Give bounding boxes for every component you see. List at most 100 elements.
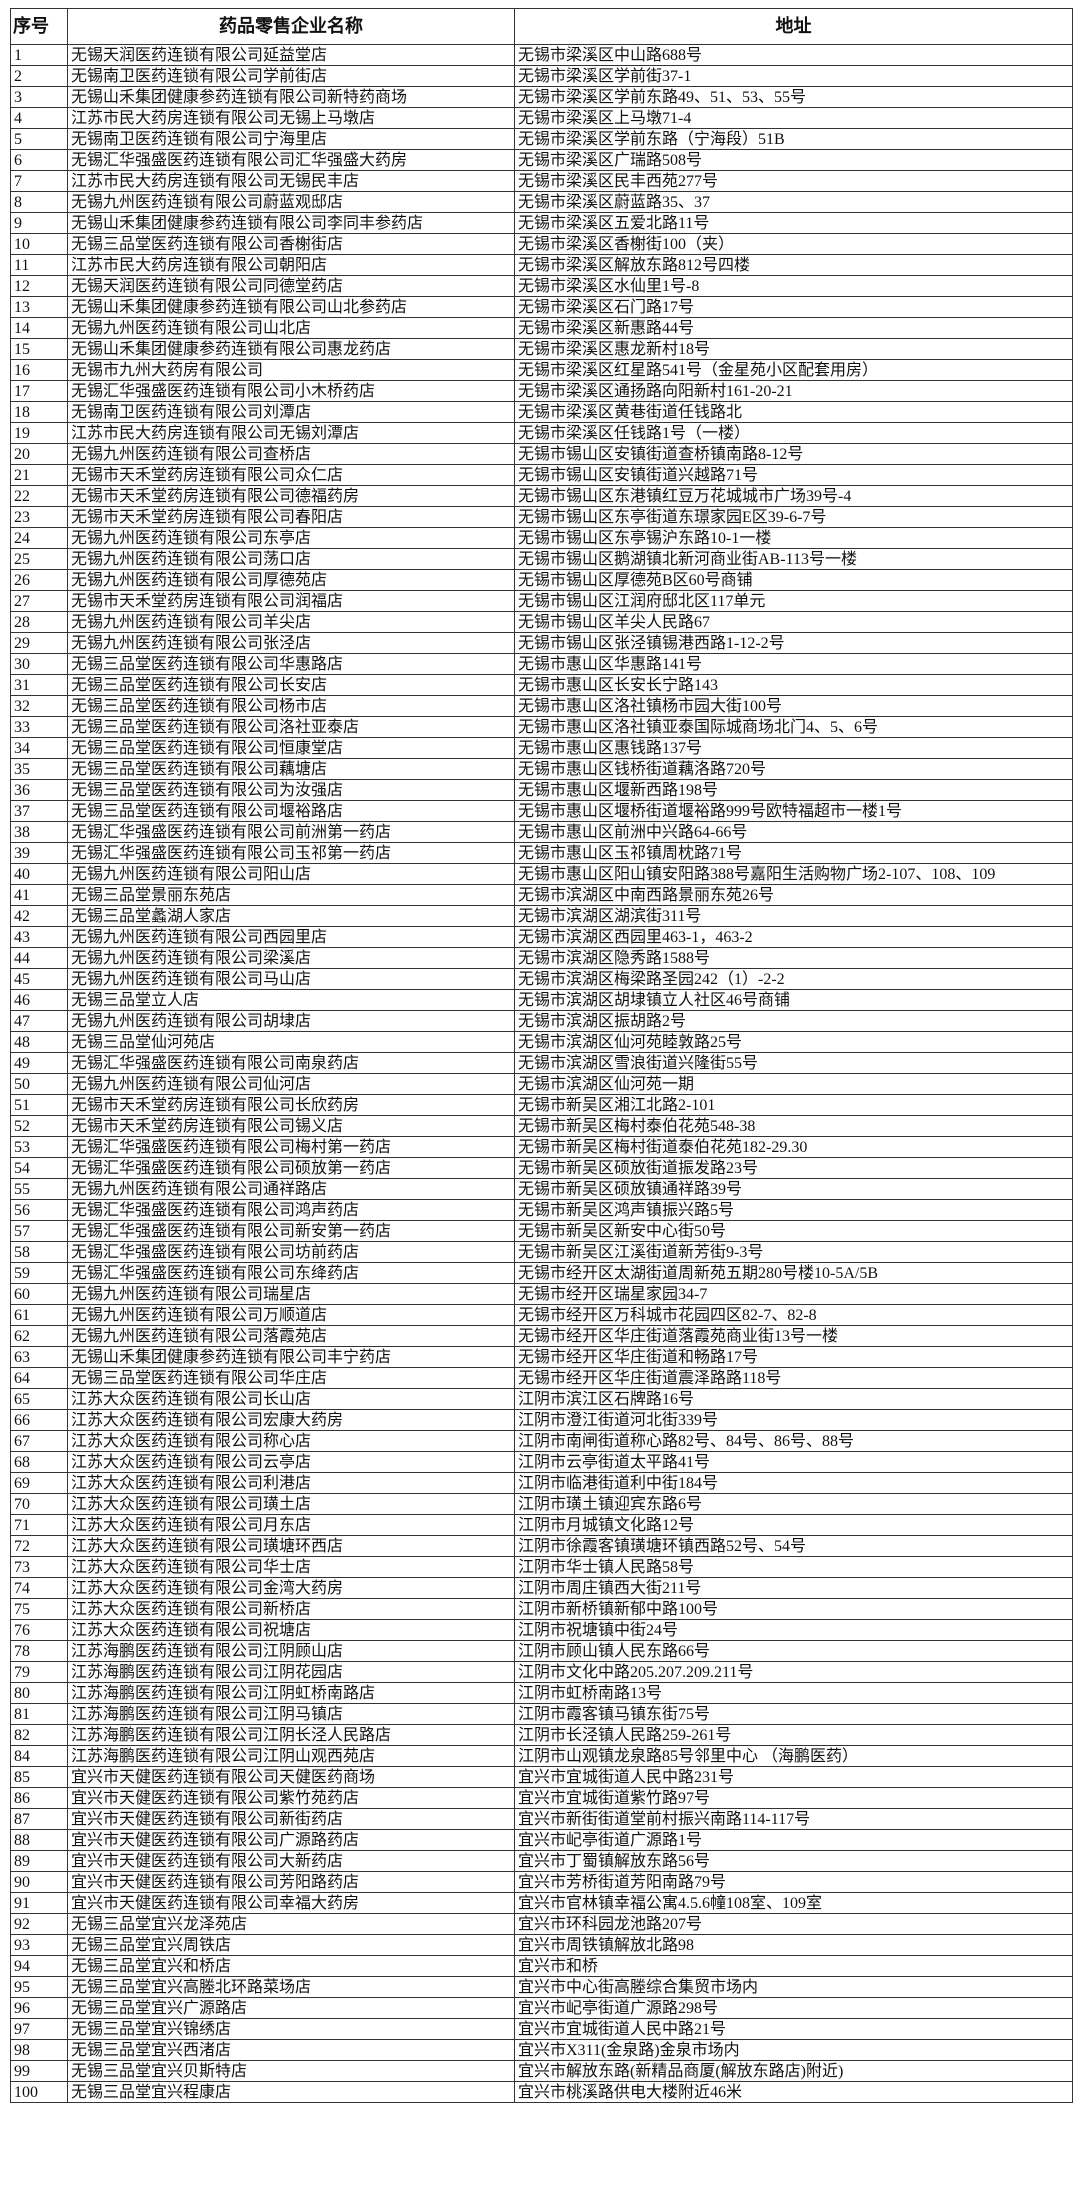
cell-serial-number: 4	[10, 107, 68, 129]
cell-address: 无锡市锡山区东亭锡沪东路10-1一楼	[514, 527, 1073, 549]
cell-pharmacy-name: 宜兴市天健医药连锁有限公司广源路药店	[67, 1829, 515, 1851]
table-row: 80 江苏海鹏医药连锁有限公司江阴虹桥南路店 江阴市虹桥南路13号	[10, 1682, 1073, 1704]
cell-address: 无锡市锡山区东港镇红豆万花城城市广场39号-4	[514, 485, 1073, 507]
table-row: 58 无锡汇华强盛医药连锁有限公司坊前药店 无锡市新吴区江溪街道新芳街9-3号	[10, 1241, 1073, 1263]
table-row: 12 无锡天润医药连锁有限公司同德堂药店 无锡市梁溪区水仙里1号-8	[10, 275, 1073, 297]
table-row: 78 江苏海鹏医药连锁有限公司江阴顾山店 江阴市顾山镇人民东路66号	[10, 1640, 1073, 1662]
cell-serial-number: 12	[10, 275, 68, 297]
table-row: 97 无锡三品堂宜兴锦绣店 宜兴市宜城街道人民中路21号	[10, 2018, 1073, 2040]
cell-serial-number: 47	[10, 1010, 68, 1032]
cell-address: 宜兴市环科园龙池路207号	[514, 1913, 1073, 1935]
cell-address: 无锡市新吴区硕放街道振发路23号	[514, 1157, 1073, 1179]
cell-serial-number: 86	[10, 1787, 68, 1809]
table-row: 15 无锡山禾集团健康参药连锁有限公司惠龙药店 无锡市梁溪区惠龙新村18号	[10, 338, 1073, 360]
cell-pharmacy-name: 无锡九州医药连锁有限公司马山店	[67, 968, 515, 990]
table-body: 1 无锡天润医药连锁有限公司延益堂店 无锡市梁溪区中山路688号 2 无锡南卫医药连锁有…	[10, 44, 1073, 2103]
cell-address: 宜兴市和桥	[514, 1955, 1073, 1977]
cell-pharmacy-name: 江苏海鹏医药连锁有限公司江阴长泾人民路店	[67, 1724, 515, 1746]
cell-serial-number: 20	[10, 443, 68, 465]
table-row: 10 无锡三品堂医药连锁有限公司香榭街店 无锡市梁溪区香榭街100（夹）	[10, 233, 1073, 255]
table-row: 25 无锡九州医药连锁有限公司荡口店 无锡市锡山区鹅湖镇北新河商业街AB-113号一…	[10, 548, 1073, 570]
table-row: 99 无锡三品堂宜兴贝斯特店 宜兴市解放东路(新精品商厦(解放东路店)附近)	[10, 2060, 1073, 2082]
cell-address: 无锡市惠山区华惠路141号	[514, 653, 1073, 675]
cell-serial-number: 76	[10, 1619, 68, 1641]
table-row: 8 无锡九州医药连锁有限公司蔚蓝观邸店 无锡市梁溪区蔚蓝路35、37	[10, 191, 1073, 213]
cell-address: 无锡市经开区华庄街道震泽路路118号	[514, 1367, 1073, 1389]
cell-address: 无锡市惠山区洛社镇亚泰国际城商场北门4、5、6号	[514, 716, 1073, 738]
table-row: 56 无锡汇华强盛医药连锁有限公司鸿声药店 无锡市新吴区鸿声镇振兴路5号	[10, 1199, 1073, 1221]
table-row: 92 无锡三品堂宜兴龙泽苑店 宜兴市环科园龙池路207号	[10, 1913, 1073, 1935]
table-row: 26 无锡九州医药连锁有限公司厚德苑店 无锡市锡山区厚德苑B区60号商铺	[10, 569, 1073, 591]
table-row: 11 江苏市民大药房连锁有限公司朝阳店 无锡市梁溪区解放东路812号四楼	[10, 254, 1073, 276]
cell-pharmacy-name: 江苏市民大药房连锁有限公司无锡上马墩店	[67, 107, 515, 129]
cell-pharmacy-name: 江苏市民大药房连锁有限公司无锡民丰店	[67, 170, 515, 192]
table-row: 31 无锡三品堂医药连锁有限公司长安店 无锡市惠山区长安长宁路143	[10, 674, 1073, 696]
table-row: 90 宜兴市天健医药连锁有限公司芳阳路药店 宜兴市芳桥街道芳阳南路79号	[10, 1871, 1073, 1893]
cell-pharmacy-name: 无锡汇华强盛医药连锁有限公司坊前药店	[67, 1241, 515, 1263]
cell-serial-number: 16	[10, 359, 68, 381]
table-row: 39 无锡汇华强盛医药连锁有限公司玉祁第一药店 无锡市惠山区玉祁镇周枕路71号	[10, 842, 1073, 864]
cell-pharmacy-name: 江苏大众医药连锁有限公司长山店	[67, 1388, 515, 1410]
cell-serial-number: 22	[10, 485, 68, 507]
table-row: 24 无锡九州医药连锁有限公司东亭店 无锡市锡山区东亭锡沪东路10-1一楼	[10, 527, 1073, 549]
table-row: 47 无锡九州医药连锁有限公司胡埭店 无锡市滨湖区振胡路2号	[10, 1010, 1073, 1032]
cell-serial-number: 53	[10, 1136, 68, 1158]
cell-serial-number: 94	[10, 1955, 68, 1977]
cell-serial-number: 9	[10, 212, 68, 234]
cell-address: 无锡市滨湖区仙河苑睦敦路25号	[514, 1031, 1073, 1053]
cell-serial-number: 63	[10, 1346, 68, 1368]
table-row: 95 无锡三品堂宜兴高塍北环路菜场店 宜兴市中心街高塍综合集贸市场内	[10, 1976, 1073, 1998]
cell-serial-number: 64	[10, 1367, 68, 1389]
cell-serial-number: 82	[10, 1724, 68, 1746]
table-row: 59 无锡汇华强盛医药连锁有限公司东绛药店 无锡市经开区太湖街道周新苑五期280号楼…	[10, 1262, 1073, 1284]
table-row: 4 江苏市民大药房连锁有限公司无锡上马墩店 无锡市梁溪区上马墩71-4	[10, 107, 1073, 129]
table-row: 29 无锡九州医药连锁有限公司张泾店 无锡市锡山区张泾镇锡港西路1-12-2号	[10, 632, 1073, 654]
cell-serial-number: 8	[10, 191, 68, 213]
cell-pharmacy-name: 无锡三品堂医药连锁有限公司杨市店	[67, 695, 515, 717]
cell-address: 无锡市滨湖区仙河苑一期	[514, 1073, 1073, 1095]
cell-serial-number: 29	[10, 632, 68, 654]
table-row: 81 江苏海鹏医药连锁有限公司江阴马镇店 江阴市霞客镇马镇东街75号	[10, 1703, 1073, 1725]
cell-address: 无锡市惠山区钱桥街道藕洛路720号	[514, 758, 1073, 780]
table-row: 41 无锡三品堂景丽东苑店 无锡市滨湖区中南西路景丽东苑26号	[10, 884, 1073, 906]
table-row: 49 无锡汇华强盛医药连锁有限公司南泉药店 无锡市滨湖区雪浪街道兴隆街55号	[10, 1052, 1073, 1074]
cell-pharmacy-name: 无锡三品堂宜兴高塍北环路菜场店	[67, 1976, 515, 1998]
cell-address: 无锡市滨湖区西园里463-1，463-2	[514, 926, 1073, 948]
table-row: 50 无锡九州医药连锁有限公司仙河店 无锡市滨湖区仙河苑一期	[10, 1073, 1073, 1095]
cell-serial-number: 58	[10, 1241, 68, 1263]
cell-serial-number: 99	[10, 2060, 68, 2082]
cell-pharmacy-name: 无锡九州医药连锁有限公司蔚蓝观邸店	[67, 191, 515, 213]
cell-address: 无锡市梁溪区红星路541号（金星苑小区配套用房）	[514, 359, 1073, 381]
cell-pharmacy-name: 宜兴市天健医药连锁有限公司芳阳路药店	[67, 1871, 515, 1893]
table-row: 70 江苏大众医药连锁有限公司璜土店 江阴市璜土镇迎宾东路6号	[10, 1493, 1073, 1515]
table-header-row: 序号 药品零售企业名称 地址	[10, 8, 1073, 45]
table-row: 22 无锡市天禾堂药房连锁有限公司德福药房 无锡市锡山区东港镇红豆万花城城市广场39…	[10, 485, 1073, 507]
cell-pharmacy-name: 无锡天润医药连锁有限公司延益堂店	[67, 44, 515, 66]
table-row: 89 宜兴市天健医药连锁有限公司大新药店 宜兴市丁蜀镇解放东路56号	[10, 1850, 1073, 1872]
table-row: 55 无锡九州医药连锁有限公司通祥路店 无锡市新吴区硕放镇通祥路39号	[10, 1178, 1073, 1200]
table-row: 28 无锡九州医药连锁有限公司羊尖店 无锡市锡山区羊尖人民路67	[10, 611, 1073, 633]
table-row: 51 无锡市天禾堂药房连锁有限公司长欣药房 无锡市新吴区湘江北路2-101	[10, 1094, 1073, 1116]
cell-serial-number: 38	[10, 821, 68, 843]
table-row: 87 宜兴市天健医药连锁有限公司新街药店 宜兴市新街街道堂前村振兴南路114-117…	[10, 1808, 1073, 1830]
cell-pharmacy-name: 无锡九州医药连锁有限公司张泾店	[67, 632, 515, 654]
cell-pharmacy-name: 无锡九州医药连锁有限公司梁溪店	[67, 947, 515, 969]
table-row: 27 无锡市天禾堂药房连锁有限公司润福店 无锡市锡山区江润府邸北区117单元	[10, 590, 1073, 612]
cell-pharmacy-name: 无锡九州医药连锁有限公司查桥店	[67, 443, 515, 465]
cell-serial-number: 92	[10, 1913, 68, 1935]
cell-pharmacy-name: 江苏市民大药房连锁有限公司无锡刘潭店	[67, 422, 515, 444]
cell-address: 宜兴市桃溪路供电大楼附近46米	[514, 2081, 1073, 2103]
cell-pharmacy-name: 无锡市天禾堂药房连锁有限公司春阳店	[67, 506, 515, 528]
cell-address: 无锡市梁溪区中山路688号	[514, 44, 1073, 66]
cell-address: 宜兴市宜城街道紫竹路97号	[514, 1787, 1073, 1809]
cell-address: 无锡市梁溪区惠龙新村18号	[514, 338, 1073, 360]
cell-pharmacy-name: 无锡九州医药连锁有限公司山北店	[67, 317, 515, 339]
cell-pharmacy-name: 无锡市天禾堂药房连锁有限公司众仁店	[67, 464, 515, 486]
table-row: 9 无锡山禾集团健康参药连锁有限公司李同丰参药店 无锡市梁溪区五爱北路11号	[10, 212, 1073, 234]
cell-pharmacy-name: 无锡三品堂宜兴西渚店	[67, 2039, 515, 2061]
cell-pharmacy-name: 无锡山禾集团健康参药连锁有限公司丰宁药店	[67, 1346, 515, 1368]
cell-serial-number: 75	[10, 1598, 68, 1620]
cell-pharmacy-name: 无锡汇华强盛医药连锁有限公司梅村第一药店	[67, 1136, 515, 1158]
cell-pharmacy-name: 无锡汇华强盛医药连锁有限公司东绛药店	[67, 1262, 515, 1284]
cell-address: 无锡市梁溪区学前街37-1	[514, 65, 1073, 87]
